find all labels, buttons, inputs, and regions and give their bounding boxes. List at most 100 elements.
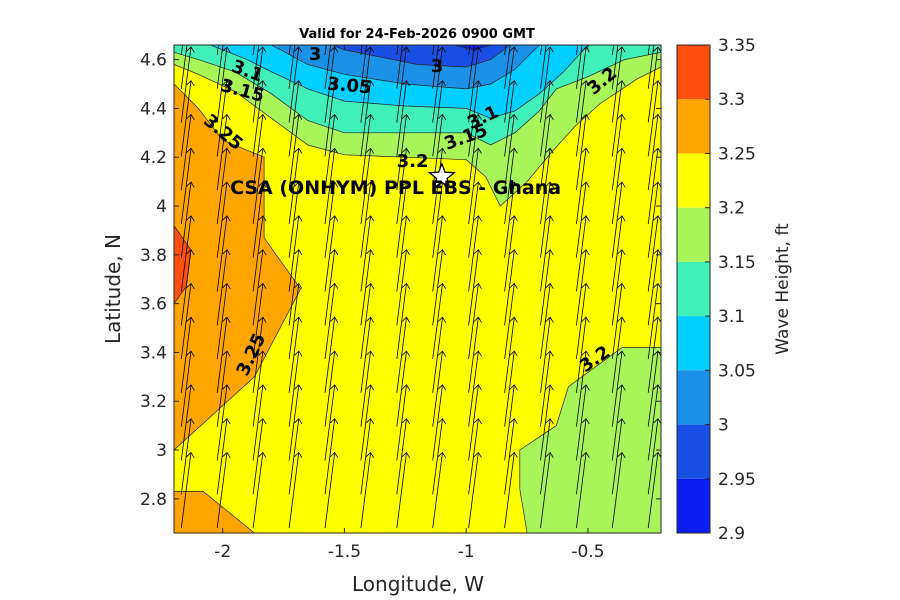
wind-vector-arrow (216, 47, 227, 123)
wind-vector-arrow (288, 47, 299, 123)
wind-vector-arrow (252, 351, 263, 427)
wind-vector-arrow (180, 47, 191, 123)
wind-vector-arrow (288, 284, 299, 360)
wind-vector-arrow (324, 453, 335, 529)
chart-title: Valid for 24-Feb-2026 0900 GMT (299, 27, 535, 42)
wind-vector-arrow (504, 385, 515, 461)
wind-vector-arrow (432, 385, 443, 461)
y-tick-label: 3.8 (140, 246, 167, 266)
wind-vector-arrow (540, 385, 551, 461)
wind-vector-arrow (252, 453, 263, 529)
wind-vector-arrow (360, 47, 371, 123)
wind-vector-arrow (647, 148, 658, 225)
wind-vector-arrow (288, 250, 299, 326)
wind-vector-arrow (576, 317, 586, 393)
x-tick-label: -0.5 (571, 542, 604, 562)
wind-vector-arrow (647, 81, 658, 157)
wind-vector-arrow (252, 419, 263, 495)
wind-vector-arrow (432, 47, 443, 123)
wind-vector-arrow (504, 216, 515, 292)
colorbar-band (677, 45, 710, 100)
wind-vector-arrow (360, 419, 371, 495)
wind-vector-arrow (647, 182, 658, 258)
wind-vector-arrow (324, 182, 335, 258)
wind-vector-arrow (468, 284, 479, 360)
wind-vector-arrow (288, 385, 299, 461)
wind-vector-arrow (324, 81, 335, 157)
wind-vector-arrow (576, 216, 586, 292)
colorbar-title: Wave Height, ft (773, 223, 793, 355)
wind-vector-arrow (468, 47, 479, 123)
wind-vector-arrow (216, 182, 227, 258)
wind-vector-arrow (576, 182, 586, 258)
y-axis-title: Latitude, N (101, 234, 125, 344)
wind-vector-arrow (252, 81, 263, 157)
x-tick-label: -1 (458, 542, 475, 562)
wind-vector-arrow (504, 45, 511, 89)
wind-vector-arrow (468, 182, 479, 258)
wind-vector-arrow (647, 45, 655, 89)
wind-vector-arrow (252, 284, 263, 360)
wind-vector-arrow (252, 216, 263, 292)
wind-vector-arrow (576, 284, 586, 360)
wind-vector-arrow (216, 45, 224, 89)
wind-vector-arrow (288, 45, 296, 89)
y-tick-label: 4.6 (140, 51, 167, 71)
wind-vector-arrow (611, 351, 622, 427)
wind-vector-arrow (468, 81, 479, 157)
x-tick-label: -2 (214, 542, 231, 562)
wind-vector-arrow (180, 182, 191, 258)
colorbar-tick-label: 3.05 (718, 361, 756, 381)
wind-vector-arrow (540, 453, 551, 529)
wind-vector-arrow (252, 47, 263, 123)
wind-vector-arrow (288, 81, 299, 157)
wind-vector-arrow (611, 182, 622, 258)
wind-vector-arrow (288, 317, 299, 393)
wind-vector-arrow (180, 45, 188, 89)
wind-vector-arrow (611, 45, 619, 89)
x-axis-title: Longitude, W (352, 572, 484, 596)
site-annotation: CSA (ONHYM) PPL EBS - Ghana (230, 177, 561, 199)
wind-vector-arrow (396, 351, 407, 427)
wind-vector-arrow (288, 148, 299, 225)
wind-vector-arrow (216, 81, 227, 157)
wind-vector-arrow (396, 47, 407, 123)
wind-vector-arrow (504, 351, 515, 427)
wind-vector-arrow (576, 385, 586, 461)
colorbar-frame (676, 44, 711, 534)
colorbar-band (677, 478, 710, 533)
wind-vector-arrow (216, 216, 227, 292)
wind-vector-arrow (252, 250, 263, 326)
wind-vector-arrow (611, 216, 622, 292)
wind-vector-arrow (216, 351, 227, 427)
wind-vector-arrow (611, 284, 622, 360)
wind-vector-arrow (432, 148, 443, 225)
wind-vector-arrow (360, 182, 371, 258)
colorbar-band (677, 99, 710, 154)
wind-vector-arrow (252, 317, 263, 393)
wind-vector-arrow (288, 216, 299, 292)
wind-vector-arrow (540, 81, 551, 157)
wind-vector-arrow (432, 182, 443, 258)
y-tick-label: 4.4 (140, 99, 167, 119)
plot-frame (173, 44, 662, 534)
wind-vector-arrow (576, 250, 586, 326)
wind-vector-arrow (216, 385, 227, 461)
contour-region-2.95-3 (332, 45, 511, 68)
wind-vector-arrow (180, 148, 191, 225)
wind-vector-arrow (611, 317, 622, 393)
wind-vector-arrow (396, 148, 407, 225)
wind-vector-arrow (180, 81, 191, 157)
wind-vector-arrow (432, 453, 443, 529)
wind-vector-arrow (396, 385, 407, 461)
wind-vector-arrow (576, 453, 586, 529)
wind-vector-arrow (540, 148, 551, 225)
colorbar-tick-label: 2.9 (718, 524, 745, 544)
wind-vector-arrow (252, 148, 263, 225)
wind-vector-arrow (647, 385, 658, 461)
y-tick-label: 2.8 (140, 490, 167, 510)
wind-vector-arrow (540, 419, 551, 495)
wind-vector-arrow (216, 250, 227, 326)
colorbar-band (677, 370, 710, 425)
wind-vector-arrow (396, 250, 407, 326)
